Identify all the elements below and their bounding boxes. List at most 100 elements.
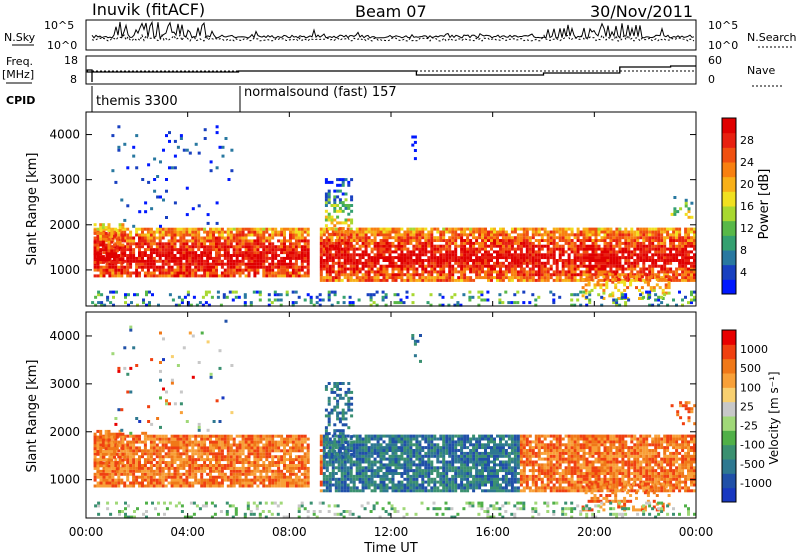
data-cell [544, 276, 547, 279]
data-cell [529, 268, 532, 271]
data-cell [280, 485, 283, 488]
data-cell [571, 265, 574, 268]
data-cell [344, 270, 347, 273]
data-cell [436, 259, 439, 262]
data-cell [356, 268, 359, 271]
data-cell [642, 245, 645, 248]
data-cell [627, 242, 630, 245]
data-cell [283, 485, 286, 488]
data-cell [129, 263, 132, 266]
data-cell [451, 242, 454, 245]
data-cell [684, 239, 687, 242]
data-cell [298, 228, 301, 231]
data-cell [245, 435, 248, 438]
data-cell [102, 244, 105, 247]
data-cell [466, 250, 469, 253]
data-cell [283, 237, 286, 240]
data-cell [116, 255, 119, 258]
data-cell [350, 195, 353, 198]
data-cell [204, 137, 207, 140]
data-cell [185, 231, 188, 234]
data-cell [304, 455, 307, 458]
data-cell [138, 485, 141, 488]
data-cell [94, 261, 97, 264]
data-cell [532, 279, 535, 282]
data-cell [191, 251, 194, 254]
data-cell [185, 248, 188, 251]
data-cell [185, 260, 188, 263]
data-cell [586, 268, 589, 271]
data-cell [377, 245, 380, 248]
data-cell [248, 242, 251, 245]
data-cell [398, 231, 401, 234]
data-cell [185, 479, 188, 482]
data-cell [531, 293, 534, 296]
data-cell [110, 255, 113, 258]
data-cell [194, 444, 197, 447]
data-cell [598, 239, 601, 242]
data-cell [141, 257, 144, 260]
data-cell [239, 482, 242, 485]
data-cell [277, 461, 280, 464]
data-cell [171, 248, 174, 251]
data-cell [168, 476, 171, 479]
data-cell [256, 269, 259, 272]
data-cell [230, 231, 233, 234]
data-cell [197, 452, 200, 455]
data-cell [529, 273, 532, 276]
data-cell [298, 257, 301, 260]
data-cell [392, 256, 395, 259]
data-cell [490, 270, 493, 273]
data-cell [574, 273, 577, 276]
data-cell [368, 245, 371, 248]
data-cell [289, 263, 292, 266]
data-cell [224, 263, 227, 266]
data-cell [498, 301, 501, 304]
data-cell [659, 278, 662, 281]
data-cell [230, 266, 233, 269]
data-cell [171, 452, 174, 455]
data-cell [338, 268, 341, 271]
data-cell [239, 479, 242, 482]
data-cell [371, 276, 374, 279]
data-cell [162, 260, 165, 263]
data-cell [562, 245, 565, 248]
data-cell [374, 259, 377, 262]
data-cell [439, 259, 442, 262]
data-cell [224, 242, 227, 245]
data-cell [209, 438, 212, 441]
data-cell [642, 256, 645, 259]
data-cell [568, 242, 571, 245]
data-cell [325, 204, 328, 207]
data-cell [295, 458, 298, 461]
data-cell [633, 231, 636, 234]
data-cell [253, 467, 256, 470]
data-cell [209, 257, 212, 260]
data-cell [672, 239, 675, 242]
data-cell [645, 245, 648, 248]
data-cell [221, 272, 224, 275]
data-cell [94, 269, 97, 272]
cpid-label: CPID [6, 94, 35, 107]
data-cell [224, 231, 227, 234]
data-cell [663, 248, 666, 251]
data-cell [451, 250, 454, 253]
data-cell [457, 259, 460, 262]
data-cell [301, 234, 304, 237]
data-cell [687, 253, 690, 256]
data-cell [553, 248, 556, 251]
data-cell [374, 245, 377, 248]
data-cell [236, 257, 239, 260]
data-cell [225, 137, 228, 140]
data-cell [687, 262, 690, 265]
data-cell [274, 455, 277, 458]
data-cell [138, 461, 141, 464]
data-cell [274, 470, 277, 473]
data-cell [251, 248, 254, 251]
data-cell [271, 245, 274, 248]
data-cell [205, 293, 208, 296]
data-cell [365, 231, 368, 234]
data-cell [690, 256, 693, 259]
data-cell [373, 293, 376, 296]
data-cell [556, 245, 559, 248]
